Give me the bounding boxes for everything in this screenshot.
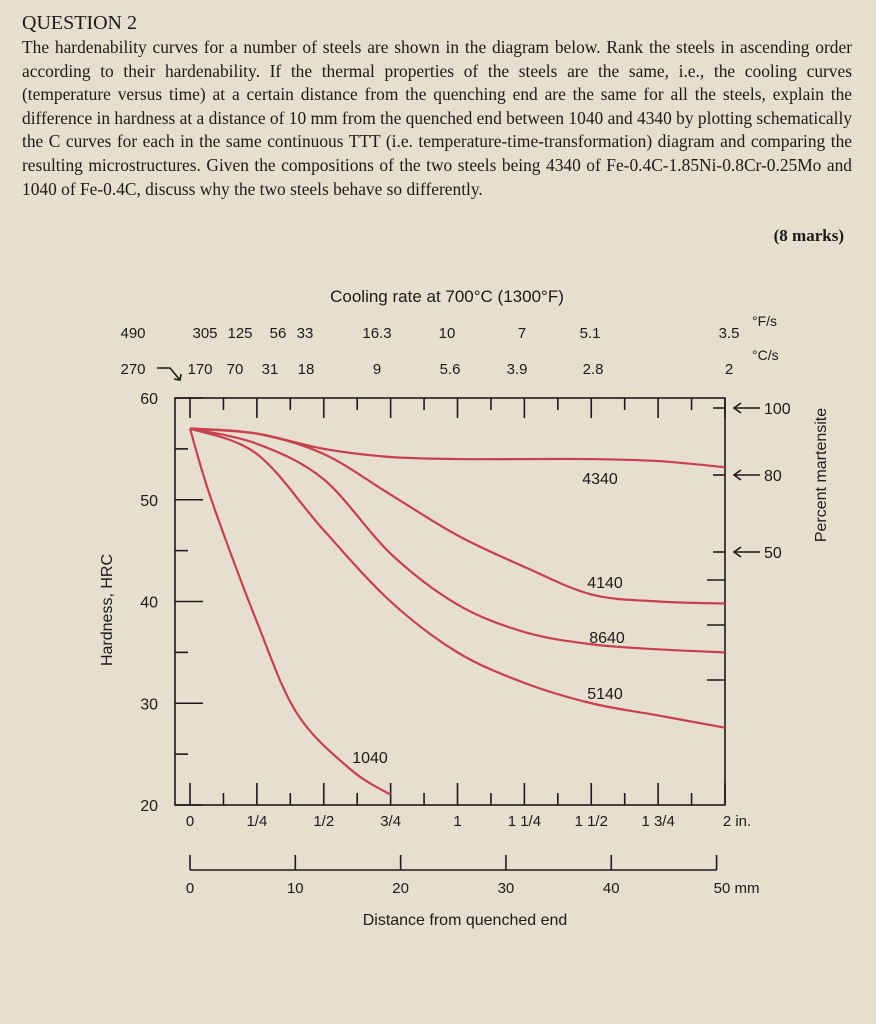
cooling-rate-c-label: 9 [373, 361, 381, 378]
cooling-rate-f-label: 10 [439, 325, 456, 342]
x-tick-label-in: 1 [453, 813, 461, 830]
cooling-rate-c-label: 2 [725, 361, 733, 378]
x-tick-label-in: 0 [186, 813, 194, 830]
martensite-label: 50 [764, 545, 782, 562]
x-tick-label-in: 1 3/4 [641, 813, 674, 830]
cooling-rate-c-label: 31 [262, 361, 279, 378]
curve-8640 [189, 427, 726, 654]
x-tick-label-mm: 20 [392, 880, 409, 897]
x-tick-label-mm: 10 [287, 880, 304, 897]
cooling-rate-c-label: 18 [298, 361, 315, 378]
cooling-rate-f-unit: °F/s [752, 313, 777, 329]
cooling-rate-f-label: 3.5 [719, 325, 740, 342]
question-marks: (8 marks) [773, 226, 844, 245]
cooling-rate-c-unit: °C/s [752, 347, 779, 363]
y-tick-label: 40 [140, 595, 158, 612]
x-tick-label-in: 3/4 [380, 813, 401, 830]
x-tick-label-in: 1/2 [313, 813, 334, 830]
curve-4140 [189, 427, 726, 605]
curve-label-8640: 8640 [589, 630, 625, 647]
curve-1040 [188, 428, 392, 796]
curve-label-4140: 4140 [587, 575, 623, 592]
question-title: QUESTION 2 [22, 12, 137, 34]
cooling-rate-f-label: 5.1 [580, 325, 601, 342]
x-tick-label-in: 1/4 [246, 813, 267, 830]
x-axis-label: Distance from quenched end [363, 912, 568, 929]
y-tick-label: 20 [140, 798, 158, 815]
martensite-label: 100 [764, 401, 791, 418]
y-tick-label: 30 [140, 696, 158, 713]
cooling-rate-f-label: 33 [297, 325, 314, 342]
arrowhead-icon [732, 402, 742, 414]
cooling-rate-f-label: 56 [270, 325, 287, 342]
cooling-rate-c-label: 70 [227, 361, 244, 378]
x-tick-label-in: 1 1/4 [508, 813, 541, 830]
cooling-rate-f-label: 16.3 [362, 325, 391, 342]
curve-label-4340: 4340 [582, 471, 618, 488]
x-tick-label-mm: 0 [186, 880, 194, 897]
x-tick-label-mm: 30 [498, 880, 515, 897]
x-tick-label-mm: 40 [603, 880, 620, 897]
cooling-rate-c-label: 270 [120, 361, 145, 378]
y-tick-label: 50 [140, 493, 158, 510]
curve-label-1040: 1040 [352, 750, 388, 767]
question-body: The hardenability curves for a number of… [22, 37, 852, 199]
cooling-rate-c-label: 5.6 [440, 361, 461, 378]
curve-label-5140: 5140 [587, 686, 623, 703]
pointer-arrow-icon [157, 367, 182, 381]
x-tick-label-in: 2 in. [723, 813, 751, 830]
cooling-rate-f-label: 125 [227, 325, 252, 342]
cooling-rate-c-label: 3.9 [507, 361, 528, 378]
cooling-rate-c-label: 170 [187, 361, 212, 378]
chart-title: Cooling rate at 700°C (1300°F) [330, 287, 564, 306]
arrowhead-icon [732, 469, 742, 481]
cooling-rate-f-label: 490 [120, 325, 145, 342]
y2-axis-label: Percent martensite [813, 408, 830, 542]
x-tick-label-mm: 50 mm [714, 880, 760, 897]
y-axis-label: Hardness, HRC [99, 554, 116, 666]
arrowhead-icon [732, 546, 742, 558]
x-tick-label-in: 1 1/2 [575, 813, 608, 830]
y-tick-label: 60 [140, 391, 158, 408]
martensite-label: 80 [764, 468, 782, 485]
cooling-rate-f-label: 305 [192, 325, 217, 342]
curve-5140 [189, 427, 726, 729]
cooling-rate-c-label: 2.8 [583, 361, 604, 378]
cooling-rate-f-label: 7 [518, 325, 526, 342]
